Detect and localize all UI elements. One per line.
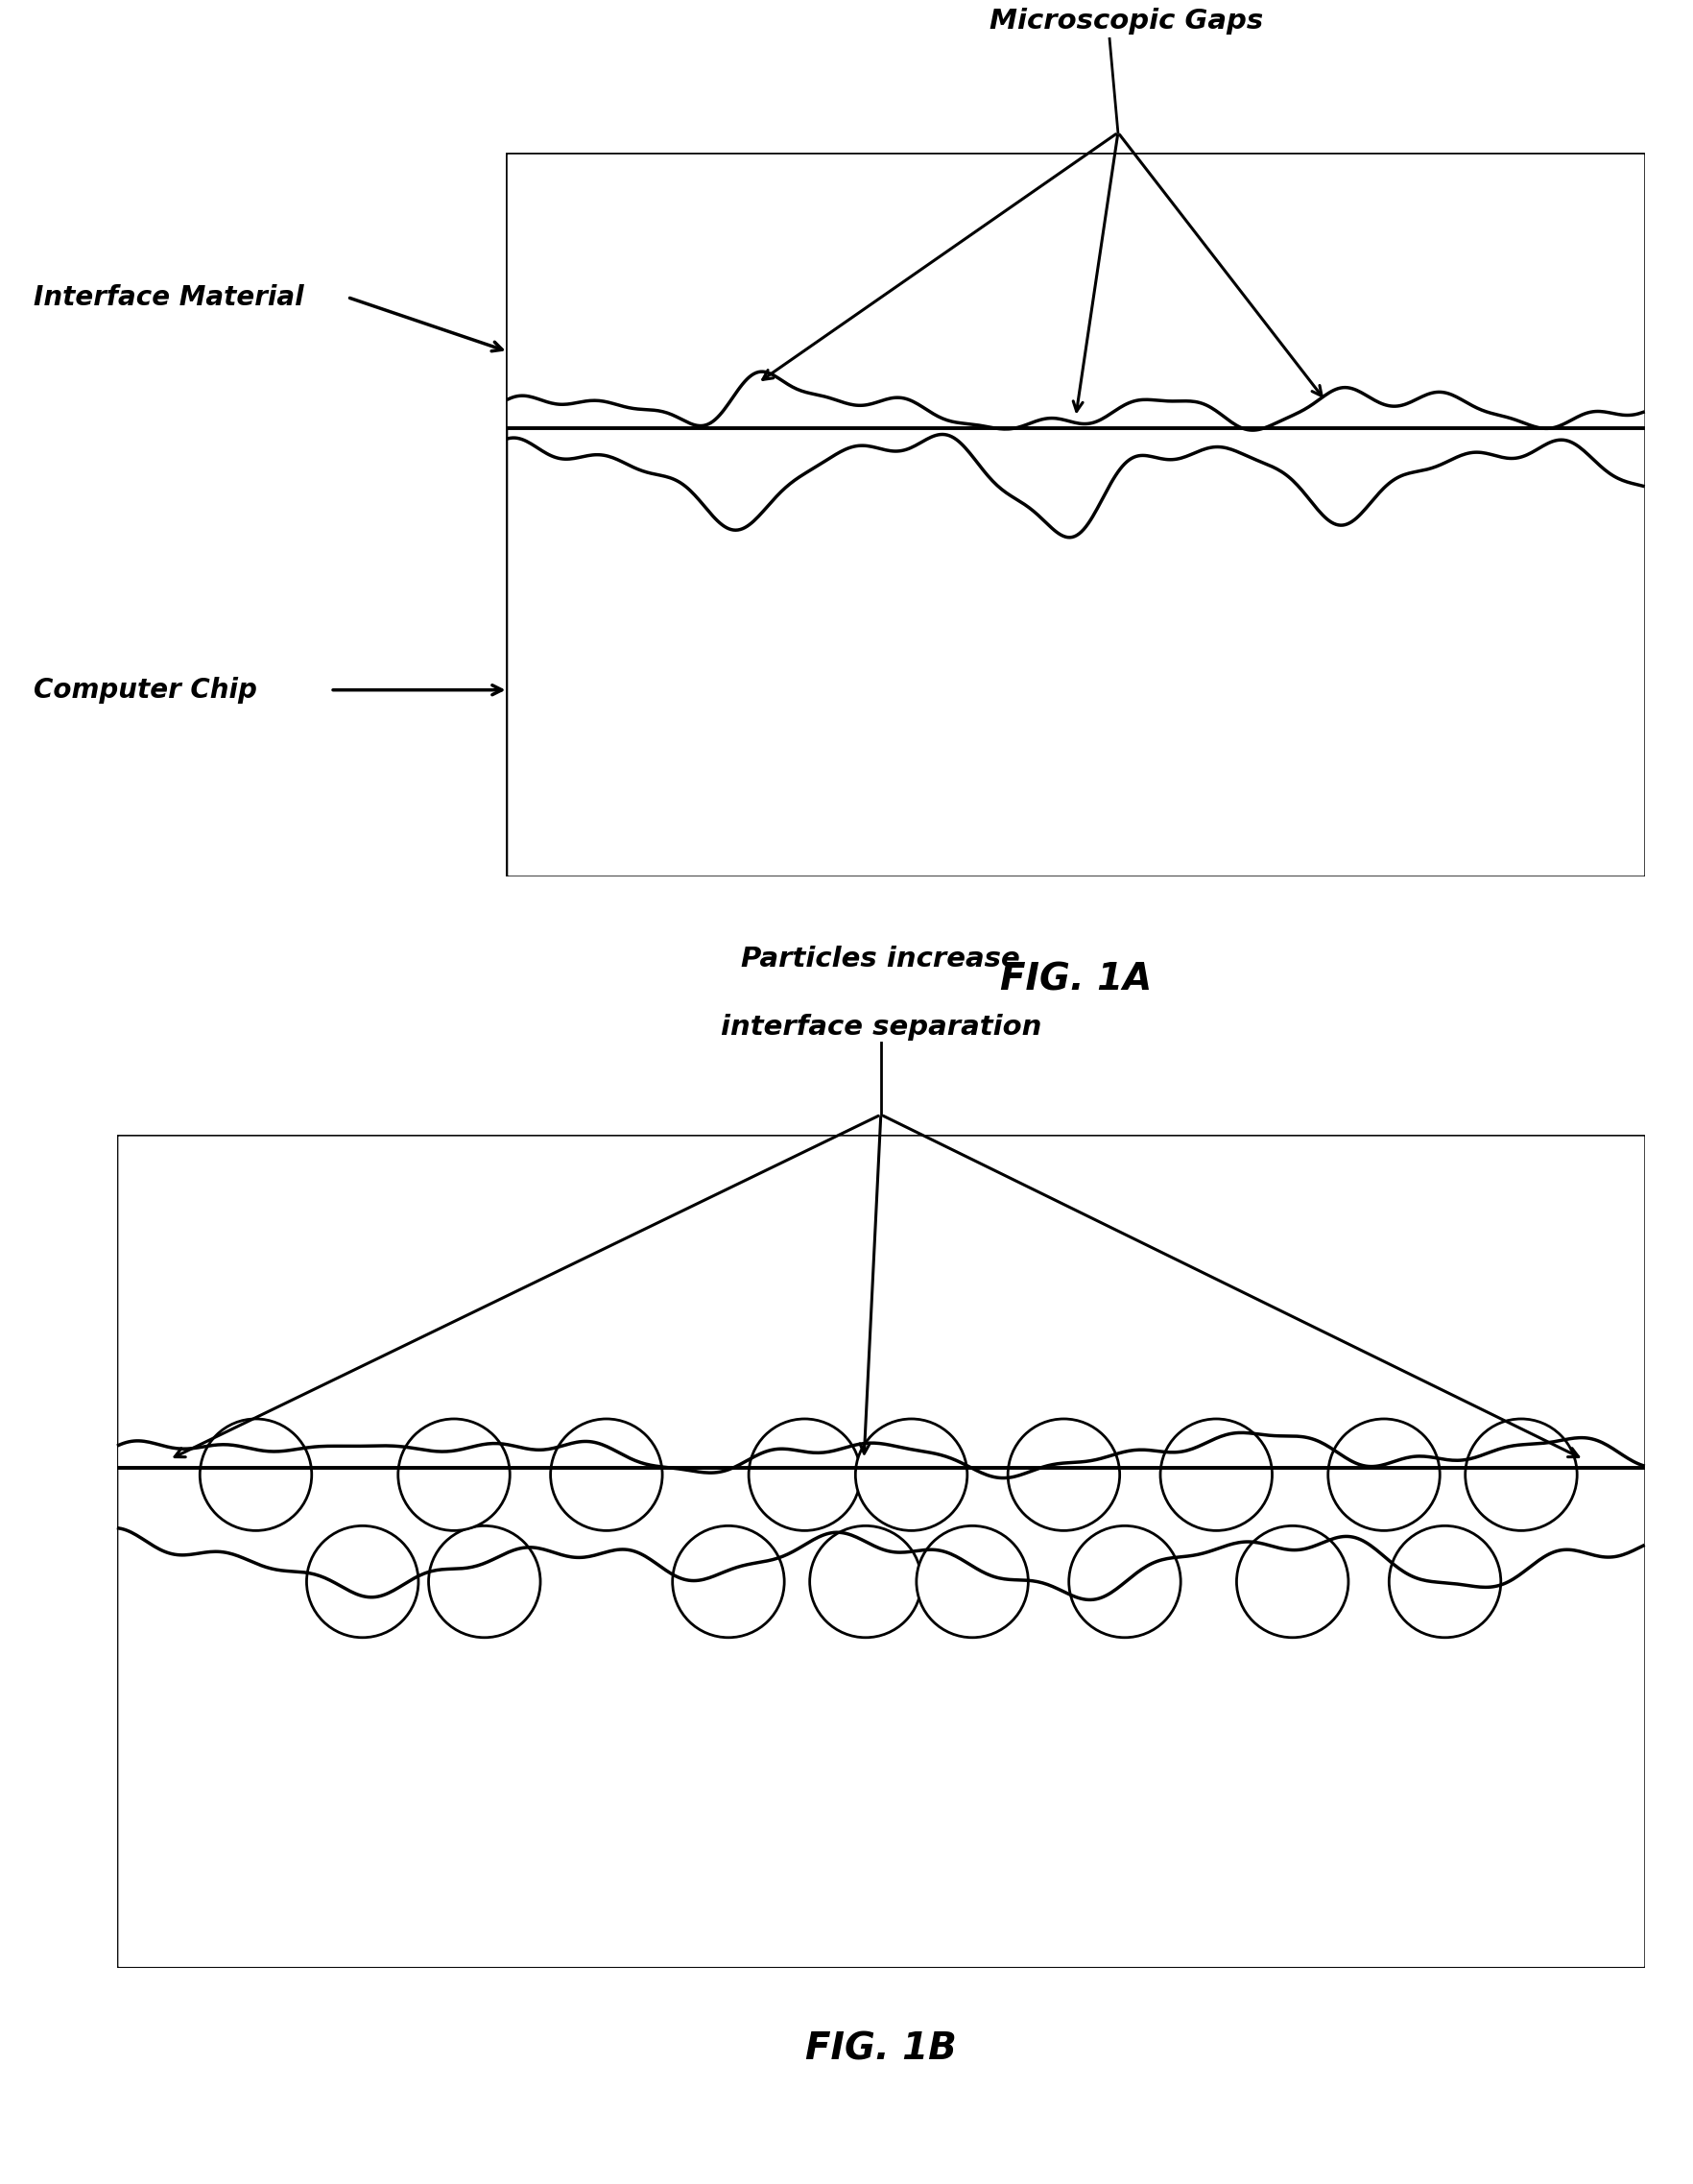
Ellipse shape xyxy=(1327,1420,1439,1531)
Ellipse shape xyxy=(1464,1420,1576,1531)
Text: Interface Material: Interface Material xyxy=(34,284,305,310)
Ellipse shape xyxy=(1236,1527,1348,1638)
Text: FIG. 1A: FIG. 1A xyxy=(999,961,1151,998)
Ellipse shape xyxy=(748,1420,860,1531)
Ellipse shape xyxy=(550,1420,662,1531)
Ellipse shape xyxy=(306,1527,418,1638)
Ellipse shape xyxy=(428,1527,540,1638)
Text: FIG. 1B: FIG. 1B xyxy=(804,2031,957,2068)
Ellipse shape xyxy=(1388,1527,1500,1638)
Ellipse shape xyxy=(200,1420,312,1531)
Bar xyxy=(508,155,1642,874)
Ellipse shape xyxy=(398,1420,510,1531)
Ellipse shape xyxy=(1007,1420,1119,1531)
Text: Microscopic Gaps: Microscopic Gaps xyxy=(989,7,1263,35)
Ellipse shape xyxy=(672,1527,784,1638)
Text: Computer Chip: Computer Chip xyxy=(34,677,257,703)
Ellipse shape xyxy=(916,1527,1028,1638)
Text: interface separation: interface separation xyxy=(720,1013,1041,1040)
Ellipse shape xyxy=(855,1420,967,1531)
Ellipse shape xyxy=(1160,1420,1271,1531)
Bar xyxy=(119,1136,1642,1966)
Ellipse shape xyxy=(1068,1527,1180,1638)
Text: Particles increase: Particles increase xyxy=(742,946,1019,972)
Ellipse shape xyxy=(809,1527,921,1638)
